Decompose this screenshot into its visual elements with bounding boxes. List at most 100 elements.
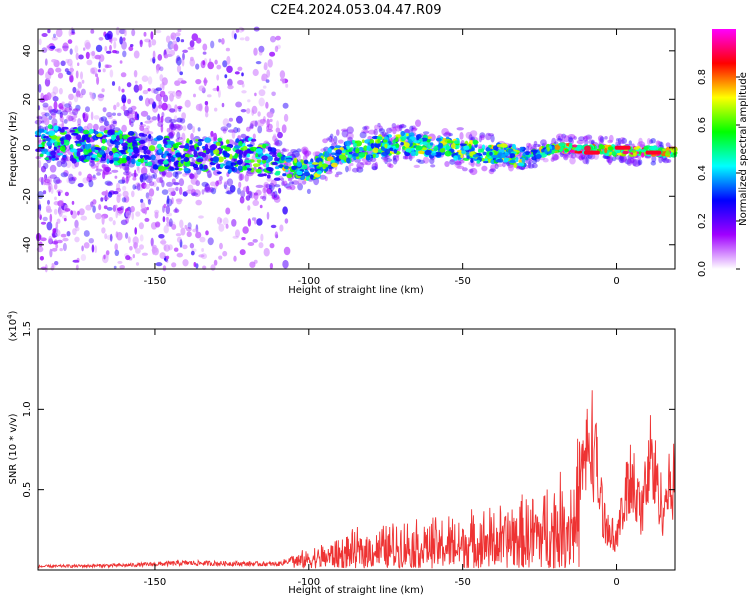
spectrogram-noise-blob [258,242,264,249]
spectrogram-ridge-blob [47,124,53,130]
spectrogram-noise-blob [109,233,113,242]
spectrogram-noise-blob [112,191,119,195]
spectrogram-noise-blob [255,61,262,65]
spectrogram-noise-blob [139,173,144,183]
spectrogram-halo-blob [378,128,385,134]
spectrogram-halo-blob [533,140,538,146]
spectrogram-ridge-blob [438,142,444,148]
spectrogram-noise-blob [187,184,194,191]
spectrogram-ridge-blob [143,159,148,163]
spectrogram-halo-blob [238,173,243,181]
spectrogram-halo-blob [100,116,108,122]
spectrogram-noise-blob [104,45,108,52]
spectrogram-noise-blob [170,35,175,39]
spectrogram-noise-blob [271,193,275,200]
spectrogram-noise-blob [147,76,153,85]
spectrogram-noise-blob [190,56,194,62]
spectrogram-noise-blob [89,92,94,99]
spectrogram-ridge-blob [365,154,371,161]
spectrogram-ridge-blob [204,143,209,151]
spectrogram-noise-blob [43,174,47,183]
spectrogram-halo-blob [142,127,150,135]
spectrogram-noise-blob [235,29,240,33]
spectrogram-halo-blob [288,181,295,185]
spectrogram-noise-blob [265,79,270,83]
spectrogram-noise-blob [80,71,83,80]
spectrogram-ridge-blob [641,152,645,158]
spectrogram-noise-blob [203,79,208,84]
spectrogram-ridge-blob [418,150,425,155]
spectrogram-halo-blob [287,178,293,182]
spectrogram-x-label: Height of straight line (km) [288,285,424,296]
spectrogram-noise-blob [78,208,85,216]
spectrogram-noise-blob [83,47,86,51]
spectrogram-halo-blob [274,138,279,146]
spectrogram-ridge-blob [96,133,103,138]
spectrogram-halo-blob [576,139,585,145]
spectrogram-ridge-blob [413,140,421,144]
spectrogram-noise-blob [69,48,73,55]
spectrogram-ridge-blob [220,163,224,168]
spectrogram-noise-blob [282,206,288,215]
spectrogram-noise-blob [125,176,129,184]
spectrogram-y-tick-label: 0 [22,145,33,151]
spectrogram-noise-blob [115,26,120,36]
spectrogram-halo-blob [89,160,95,167]
spectrogram-ridge-blob [86,138,91,143]
spectrogram-noise-blob [216,216,222,225]
spectrogram-halo-blob [490,134,495,143]
spectrogram-ridge-blob [193,154,199,158]
spectrogram-halo-blob [585,156,590,165]
spectrogram-ridge-blob [156,143,162,149]
spectrogram-halo-blob [263,191,267,200]
spectrogram-halo-blob [345,165,349,173]
spectrogram-noise-blob [134,227,137,235]
spectrogram-ridge-blob [183,157,190,162]
spectrogram-ridge-blob [242,145,248,151]
spectrogram-halo-blob [373,128,378,136]
spectrogram-noise-blob [198,103,203,112]
spectrogram-halo-blob [49,174,57,179]
spectrogram-halo-blob [360,161,368,166]
spectrogram-ridge-blob [39,153,44,157]
spectrogram-noise-blob [141,166,148,176]
spectrogram-noise-blob [177,105,183,110]
spectrogram-halo-blob [185,189,194,194]
spectrogram-noise-blob [193,93,196,98]
spectrogram-ridge-blob [111,147,118,154]
spectrogram-halo-blob [658,141,663,146]
spectrogram-ridge-blob [460,154,464,159]
spectrogram-ridge-blob [286,173,293,179]
spectrogram-noise-blob [120,72,127,78]
spectrogram-noise-blob [139,234,144,242]
spectrogram-noise-blob [140,208,147,213]
spectrogram-noise-blob [60,60,66,67]
spectrogram-ridge-blob [324,151,330,158]
spectrogram-ridge-blob [384,143,388,149]
spectrogram-halo-blob [563,154,569,161]
spectrogram-noise-blob [166,221,173,227]
spectrogram-ridge-blob [263,173,267,177]
spectrogram-noise-blob [94,245,98,254]
spectrogram-halo-blob [282,180,288,186]
spectrogram-noise-blob [127,98,132,105]
spectrogram-noise-blob [81,79,85,84]
spectrogram-ridge-blob [492,150,499,156]
spectrogram-noise-blob [182,191,188,197]
spectrogram-ridge-blob [544,148,548,154]
spectrogram-halo-blob [532,159,537,164]
spectrogram-halo-blob [588,139,596,145]
spectrogram-noise-blob [169,108,176,113]
spectrogram-halo-blob [157,121,164,128]
spectrogram-halo-blob [616,138,620,142]
spectrogram-ridge-blob [622,150,629,155]
spectrogram-halo-blob [468,134,473,142]
spectrogram-noise-blob [171,223,177,230]
spectrogram-halo-blob [368,129,376,135]
spectrogram-halo-blob [620,137,625,142]
spectrogram-noise-blob [162,265,167,272]
spectrogram-noise-blob [120,219,128,226]
spectrogram-noise-blob [91,95,95,102]
spectrogram-noise-blob [76,264,79,269]
spectrogram-halo-blob [281,181,285,186]
